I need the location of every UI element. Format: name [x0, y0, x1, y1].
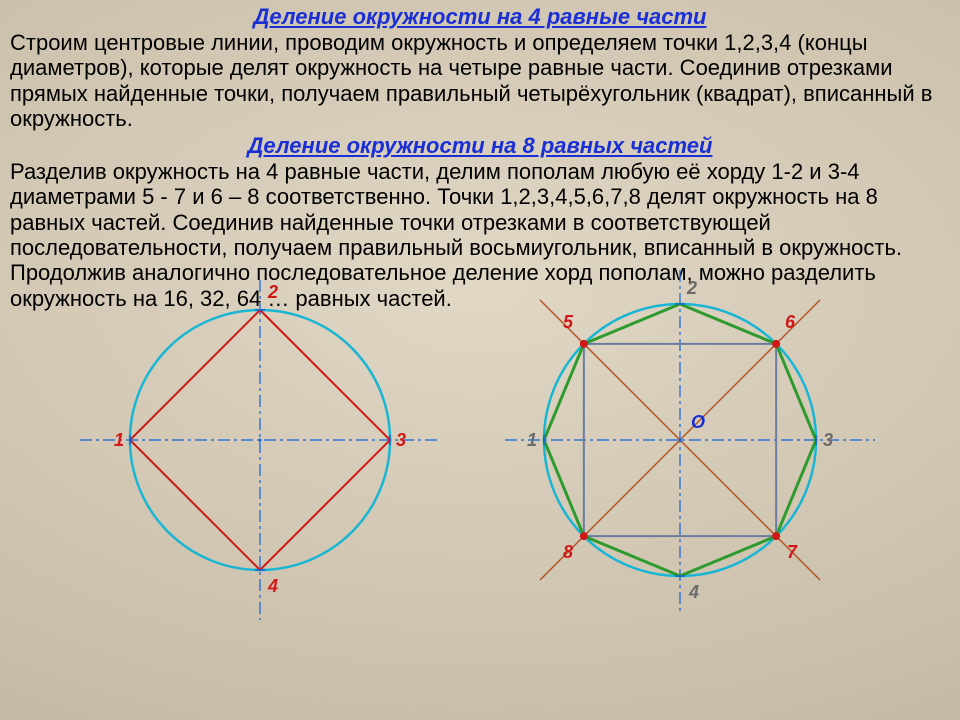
label-4: 4 [267, 576, 278, 596]
label-1: 1 [114, 430, 124, 450]
label-4: 4 [688, 582, 699, 602]
figure-4-parts: 1 2 3 4 [90, 270, 430, 610]
paragraph-4-parts: Строим центровые линии, проводим окружно… [10, 30, 950, 131]
label-3: 3 [396, 430, 406, 450]
label-5: 5 [563, 312, 574, 332]
label-7: 7 [787, 542, 798, 562]
title-divide-8: Деление окружности на 8 равных частей [0, 133, 960, 159]
label-6: 6 [785, 312, 796, 332]
label-1: 1 [527, 430, 537, 450]
label-3: 3 [823, 430, 833, 450]
center-dot [679, 439, 682, 442]
label-8: 8 [563, 542, 573, 562]
label-center-o: O [691, 412, 705, 432]
label-2: 2 [686, 278, 697, 298]
figure-8-parts: 1 2 3 4 5 6 7 8 O [505, 270, 885, 630]
title-divide-4: Деление окружности на 4 равные части [0, 4, 960, 30]
center-dot [259, 439, 262, 442]
label-2: 2 [267, 282, 278, 302]
